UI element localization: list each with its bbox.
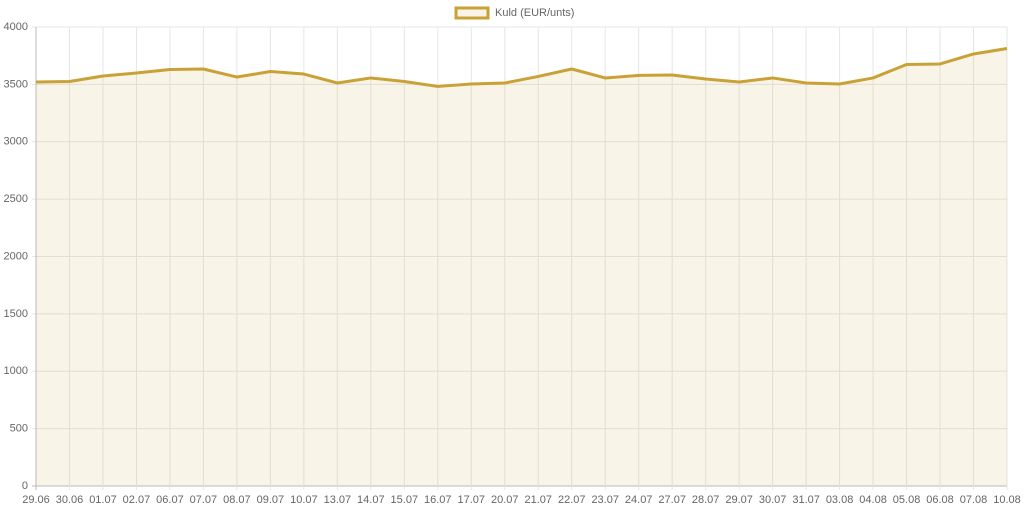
x-tick-label: 04.08 <box>859 494 887 506</box>
x-tick-label: 05.08 <box>893 494 921 506</box>
x-tick-label: 16.07 <box>424 494 452 506</box>
x-tick-label: 13.07 <box>324 494 352 506</box>
y-tick-label: 3500 <box>4 78 28 90</box>
x-tick-label: 24.07 <box>625 494 653 506</box>
legend-label: Kuld (EUR/unts) <box>495 7 574 19</box>
x-tick-label: 23.07 <box>591 494 619 506</box>
x-tick-label: 31.07 <box>792 494 820 506</box>
x-tick-label: 15.07 <box>391 494 419 506</box>
y-tick-label: 0 <box>22 480 28 492</box>
x-tick-label: 10.07 <box>290 494 318 506</box>
y-tick-label: 2000 <box>4 250 28 262</box>
x-tick-label: 20.07 <box>491 494 519 506</box>
legend-swatch <box>454 6 490 20</box>
x-tick-label: 30.06 <box>56 494 84 506</box>
y-tick-label: 4000 <box>4 21 28 33</box>
x-tick-label: 21.07 <box>524 494 552 506</box>
x-tick-label: 14.07 <box>357 494 385 506</box>
x-tick-label: 02.07 <box>123 494 151 506</box>
x-tick-label: 08.07 <box>223 494 251 506</box>
x-tick-label: 06.07 <box>156 494 184 506</box>
x-tick-label: 07.07 <box>190 494 218 506</box>
area <box>36 48 1007 486</box>
x-tick-label: 07.08 <box>960 494 988 506</box>
y-tick-label: 500 <box>10 423 28 435</box>
x-tick-label: 28.07 <box>692 494 720 506</box>
x-tick-label: 03.08 <box>826 494 854 506</box>
y-tick-label: 1000 <box>4 365 28 377</box>
x-tick-label: 29.07 <box>725 494 753 506</box>
line <box>35 46 1008 88</box>
x-tick-label: 22.07 <box>558 494 586 506</box>
y-tick-label: 2500 <box>4 193 28 205</box>
x-tick-label: 06.08 <box>926 494 954 506</box>
x-tick-label: 27.07 <box>658 494 686 506</box>
x-tick-label: 01.07 <box>89 494 117 506</box>
x-tick-label: 29.06 <box>22 494 50 506</box>
x-tick-label: 30.07 <box>759 494 787 506</box>
x-tick-label: 17.07 <box>458 494 486 506</box>
y-tick-label: 3000 <box>4 136 28 148</box>
y-tick-label: 1500 <box>4 308 28 320</box>
x-tick-label: 10.08 <box>993 494 1021 506</box>
x-tick-label: 09.07 <box>257 494 285 506</box>
